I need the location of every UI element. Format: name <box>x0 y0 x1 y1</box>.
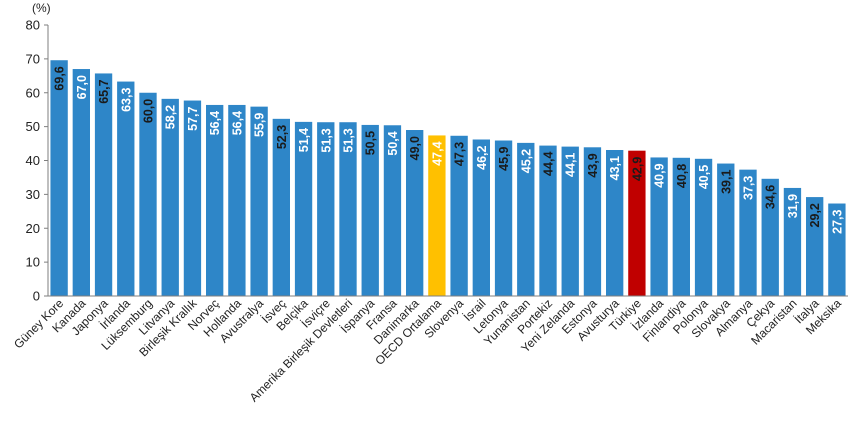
data-label: 57,7 <box>186 107 200 131</box>
y-tick-label: 30 <box>26 187 40 202</box>
data-label: 40,5 <box>697 165 711 189</box>
bar <box>228 104 246 296</box>
bar <box>517 142 535 296</box>
bar <box>739 169 757 296</box>
data-label: 43,9 <box>586 153 600 177</box>
x-axis: Güney KoreKanadaJaponyaİrlandaLüksemburg… <box>11 295 848 405</box>
bar <box>272 118 290 297</box>
bar <box>339 122 357 296</box>
bar <box>539 145 557 296</box>
bar <box>139 92 157 296</box>
y-tick-label: 40 <box>26 153 40 168</box>
data-label: 60,0 <box>142 99 156 123</box>
data-label: 52,3 <box>275 125 289 149</box>
bar <box>472 139 490 296</box>
data-label: 56,4 <box>208 111 222 135</box>
bar <box>161 98 179 296</box>
bar <box>361 124 379 297</box>
data-label: 47,3 <box>453 142 467 166</box>
data-label: 37,3 <box>742 176 756 200</box>
bar <box>183 100 202 296</box>
bar <box>50 60 68 297</box>
y-tick-label: 10 <box>26 255 40 270</box>
data-label: 45,9 <box>497 146 511 170</box>
unit-label: (%) <box>32 1 51 15</box>
bar <box>806 197 824 296</box>
data-label: 51,3 <box>342 128 356 152</box>
y-tick-label: 70 <box>26 51 40 66</box>
data-label: 29,2 <box>808 203 822 227</box>
bar <box>117 81 135 296</box>
data-label: 58,2 <box>164 105 178 129</box>
bar <box>406 130 424 296</box>
data-label: 51,4 <box>297 128 311 152</box>
bar <box>250 106 268 296</box>
data-label: 43,1 <box>608 156 622 180</box>
data-label: 65,7 <box>97 79 111 103</box>
bar <box>761 178 779 296</box>
bar <box>317 122 335 296</box>
data-label: 42,9 <box>630 157 644 181</box>
data-label: 27,3 <box>830 209 844 233</box>
bar <box>672 157 690 296</box>
data-label: 44,4 <box>542 152 556 176</box>
bar <box>450 135 468 296</box>
bar <box>428 135 446 296</box>
value-labels-group: 69,6 67,0 65,7 63,3 60,0 58,2 57,7 56,4 56,4 55,9… <box>53 66 845 234</box>
data-label: 45,2 <box>519 149 533 173</box>
bar <box>717 163 735 296</box>
data-label: 50,4 <box>386 131 400 155</box>
bar <box>783 187 802 296</box>
bar <box>606 149 624 296</box>
bars-group <box>50 60 846 297</box>
y-tick-label: 50 <box>26 119 40 134</box>
data-label: 51,3 <box>319 128 333 152</box>
bar <box>206 104 224 296</box>
data-label: 34,6 <box>764 185 778 209</box>
y-tick-label: 0 <box>33 289 40 304</box>
bar <box>694 158 713 296</box>
bar <box>494 140 513 296</box>
data-label: 31,9 <box>786 194 800 218</box>
data-label: 69,6 <box>53 66 67 90</box>
y-tick-label: 80 <box>26 18 40 33</box>
bar <box>628 150 646 296</box>
bar <box>72 69 90 296</box>
data-label: 49,0 <box>408 136 422 160</box>
bar <box>828 203 846 296</box>
data-label: 67,0 <box>75 75 89 99</box>
y-tick-label: 20 <box>26 221 40 236</box>
data-label: 39,1 <box>719 170 733 194</box>
y-tick-label: 60 <box>26 85 40 100</box>
y-axis: 0 10 20 30 40 50 60 70 80 <box>26 18 49 304</box>
data-label: 55,9 <box>253 113 267 137</box>
data-label: 40,8 <box>675 164 689 188</box>
data-label: 44,1 <box>564 153 578 177</box>
bar <box>650 157 668 296</box>
bar <box>294 121 313 296</box>
bar <box>561 146 579 296</box>
data-label: 63,3 <box>119 88 133 112</box>
data-label: 40,9 <box>653 163 667 187</box>
data-label: 56,4 <box>230 111 244 135</box>
data-label: 46,2 <box>475 145 489 169</box>
bar <box>383 125 402 297</box>
bar <box>583 147 602 296</box>
data-label: 47,4 <box>430 141 444 165</box>
bar <box>94 73 113 296</box>
data-label: 50,5 <box>364 131 378 155</box>
